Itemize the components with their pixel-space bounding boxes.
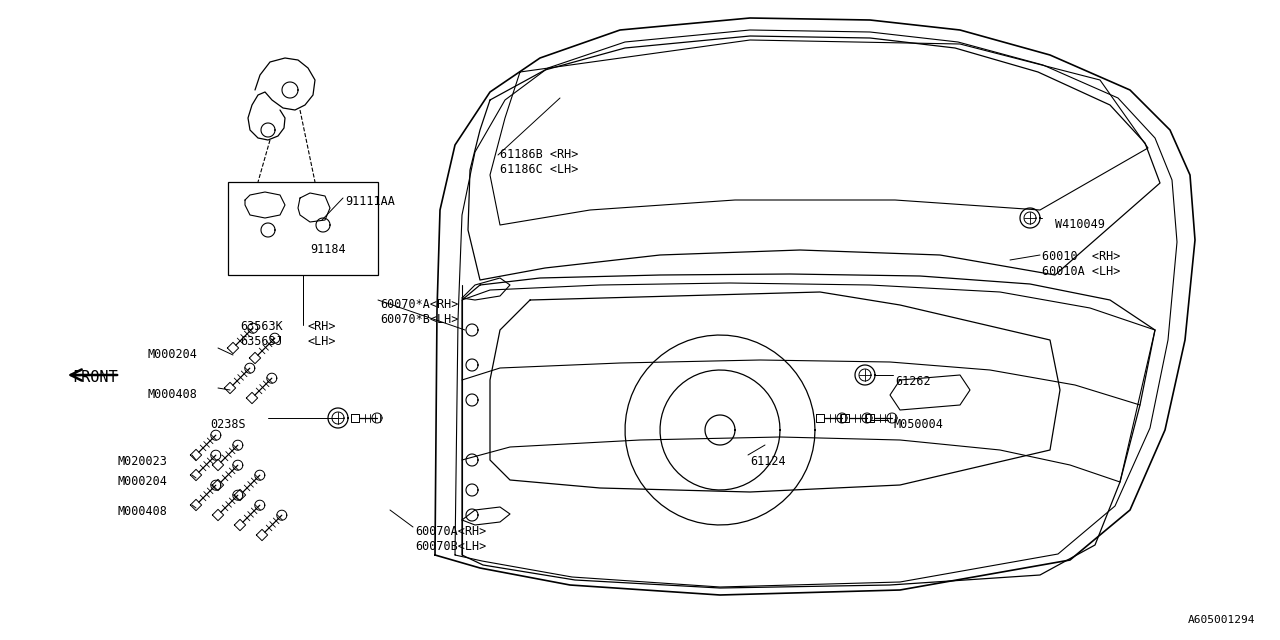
Text: 63563K: 63563K	[241, 320, 283, 333]
Text: W410049: W410049	[1055, 218, 1105, 231]
Text: M050004: M050004	[893, 418, 943, 431]
Text: 60070B<LH>: 60070B<LH>	[415, 540, 486, 553]
Text: M020023: M020023	[118, 455, 168, 468]
Text: 60070*A<RH>: 60070*A<RH>	[380, 298, 458, 311]
Bar	[228, 182, 378, 275]
Text: 61186B <RH>: 61186B <RH>	[500, 148, 579, 161]
Text: 61262: 61262	[895, 375, 931, 388]
Text: FRONT: FRONT	[72, 370, 118, 385]
Text: 91111AA: 91111AA	[346, 195, 394, 208]
Text: 61186C <LH>: 61186C <LH>	[500, 163, 579, 176]
Text: M000204: M000204	[148, 348, 198, 361]
Text: M000408: M000408	[118, 505, 168, 518]
Text: 61124: 61124	[750, 455, 786, 468]
Text: 91184: 91184	[310, 243, 346, 256]
Text: A605001294: A605001294	[1188, 615, 1254, 625]
Text: 60010  <RH>: 60010 <RH>	[1042, 250, 1120, 263]
Text: <RH>: <RH>	[308, 320, 337, 333]
Text: 60070*B<LH>: 60070*B<LH>	[380, 313, 458, 326]
Text: 0238S: 0238S	[210, 418, 246, 431]
Text: M000408: M000408	[148, 388, 198, 401]
Text: 63563J: 63563J	[241, 335, 283, 348]
Text: <LH>: <LH>	[308, 335, 337, 348]
Text: 60070A<RH>: 60070A<RH>	[415, 525, 486, 538]
Text: 60010A <LH>: 60010A <LH>	[1042, 265, 1120, 278]
Text: M000204: M000204	[118, 475, 168, 488]
